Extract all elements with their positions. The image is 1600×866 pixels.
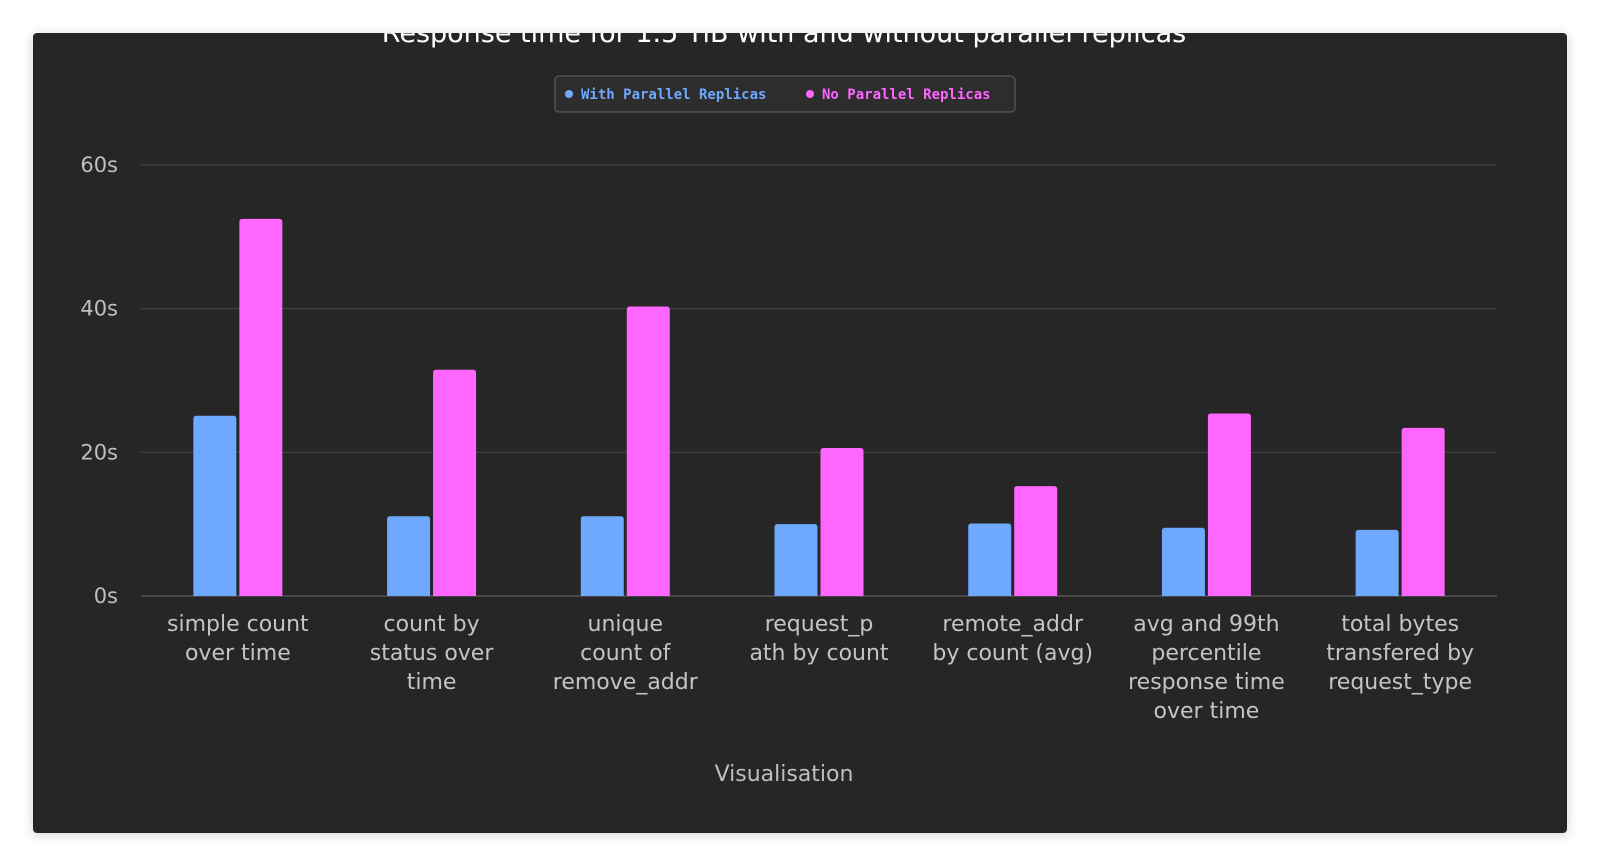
x-axis-label: Visualisation — [715, 762, 854, 787]
bars — [193, 218, 1445, 596]
y-axis-ticks: 0s 20s 40s 60s — [80, 153, 118, 608]
y-tick-label: 40s — [80, 297, 118, 321]
bar-no-parallel-replicas[interactable] — [239, 218, 283, 596]
chart-title: Response time for 1.5 TiB with and witho… — [382, 33, 1186, 49]
y-tick-label: 60s — [80, 153, 118, 177]
bar-no-parallel-replicas[interactable] — [626, 306, 670, 596]
legend-box — [554, 75, 1016, 113]
y-tick-label: 20s — [80, 440, 118, 464]
bar-no-parallel-replicas[interactable] — [433, 369, 477, 596]
legend-marker-no-parallel-replicas — [806, 90, 814, 98]
bar-no-parallel-replicas[interactable] — [1207, 413, 1251, 596]
bar-no-parallel-replicas[interactable] — [1014, 486, 1058, 596]
bar-with-parallel-replicas[interactable] — [968, 523, 1012, 596]
legend: With Parallel Replicas No Parallel Repli… — [554, 75, 1016, 113]
bar-with-parallel-replicas[interactable] — [193, 415, 237, 596]
x-tick-label: count by status over time — [370, 612, 495, 695]
bar-with-parallel-replicas[interactable] — [1355, 529, 1399, 596]
bar-chart: 0s 20s 40s 60s simple count over time count b… — [80, 33, 1497, 787]
x-tick-label: request_p ath by count — [749, 612, 888, 666]
y-tick-label: 0s — [94, 584, 118, 608]
x-tick-label: simple count over time — [167, 612, 309, 666]
x-tick-label: avg and 99th percentile response time over … — [1128, 612, 1285, 724]
x-tick-label: total bytes transfered by request_type — [1326, 612, 1474, 695]
bar-with-parallel-replicas[interactable] — [1161, 527, 1205, 596]
x-axis-ticks: simple count over time count by status over… — [167, 612, 1474, 724]
bar-no-parallel-replicas[interactable] — [1401, 427, 1445, 596]
bar-with-parallel-replicas[interactable] — [774, 524, 818, 596]
chart-panel: 0s 20s 40s 60s simple count over time count b… — [33, 33, 1567, 833]
legend-label-with-parallel-replicas[interactable]: With Parallel Replicas — [581, 87, 766, 103]
legend-label-no-parallel-replicas[interactable]: No Parallel Replicas — [822, 87, 991, 103]
x-tick-label: unique count of remove_addr — [553, 612, 699, 695]
bar-with-parallel-replicas[interactable] — [580, 516, 624, 596]
x-tick-label: remote_addr by count (avg) — [932, 612, 1093, 666]
bar-no-parallel-replicas[interactable] — [820, 448, 864, 596]
grid-lines — [141, 164, 1497, 597]
legend-marker-with-parallel-replicas — [565, 90, 573, 98]
bar-with-parallel-replicas[interactable] — [387, 516, 431, 596]
